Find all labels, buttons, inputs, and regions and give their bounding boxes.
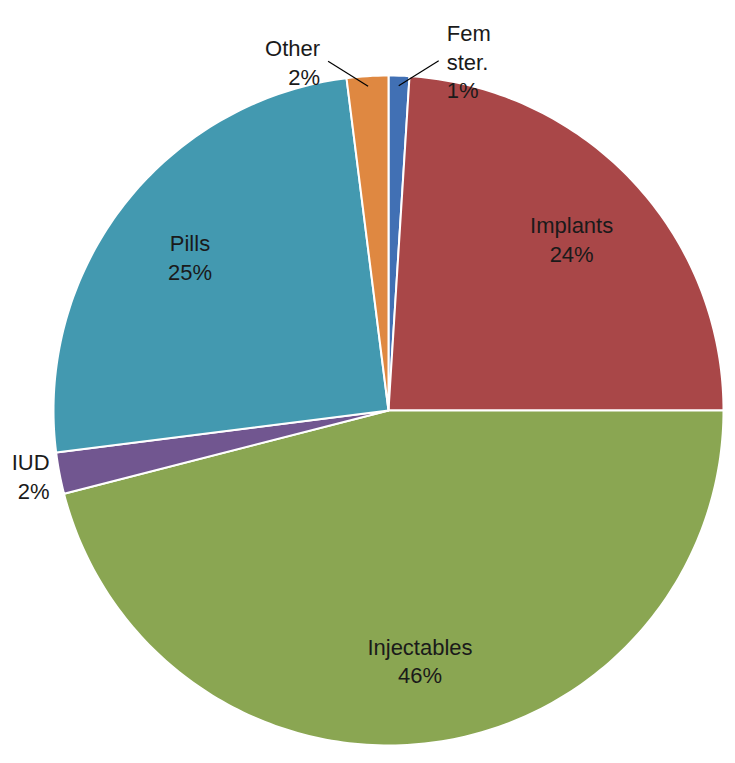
svg-text:IUD2%: IUD2% — [12, 450, 50, 504]
svg-text:Implants24%: Implants24% — [530, 213, 613, 267]
svg-text:Injectables46%: Injectables46% — [367, 635, 472, 689]
svg-text:Femster.1%: Femster.1% — [447, 21, 491, 103]
svg-text:Other2%: Other2% — [265, 36, 320, 90]
svg-text:Pills25%: Pills25% — [168, 231, 212, 285]
